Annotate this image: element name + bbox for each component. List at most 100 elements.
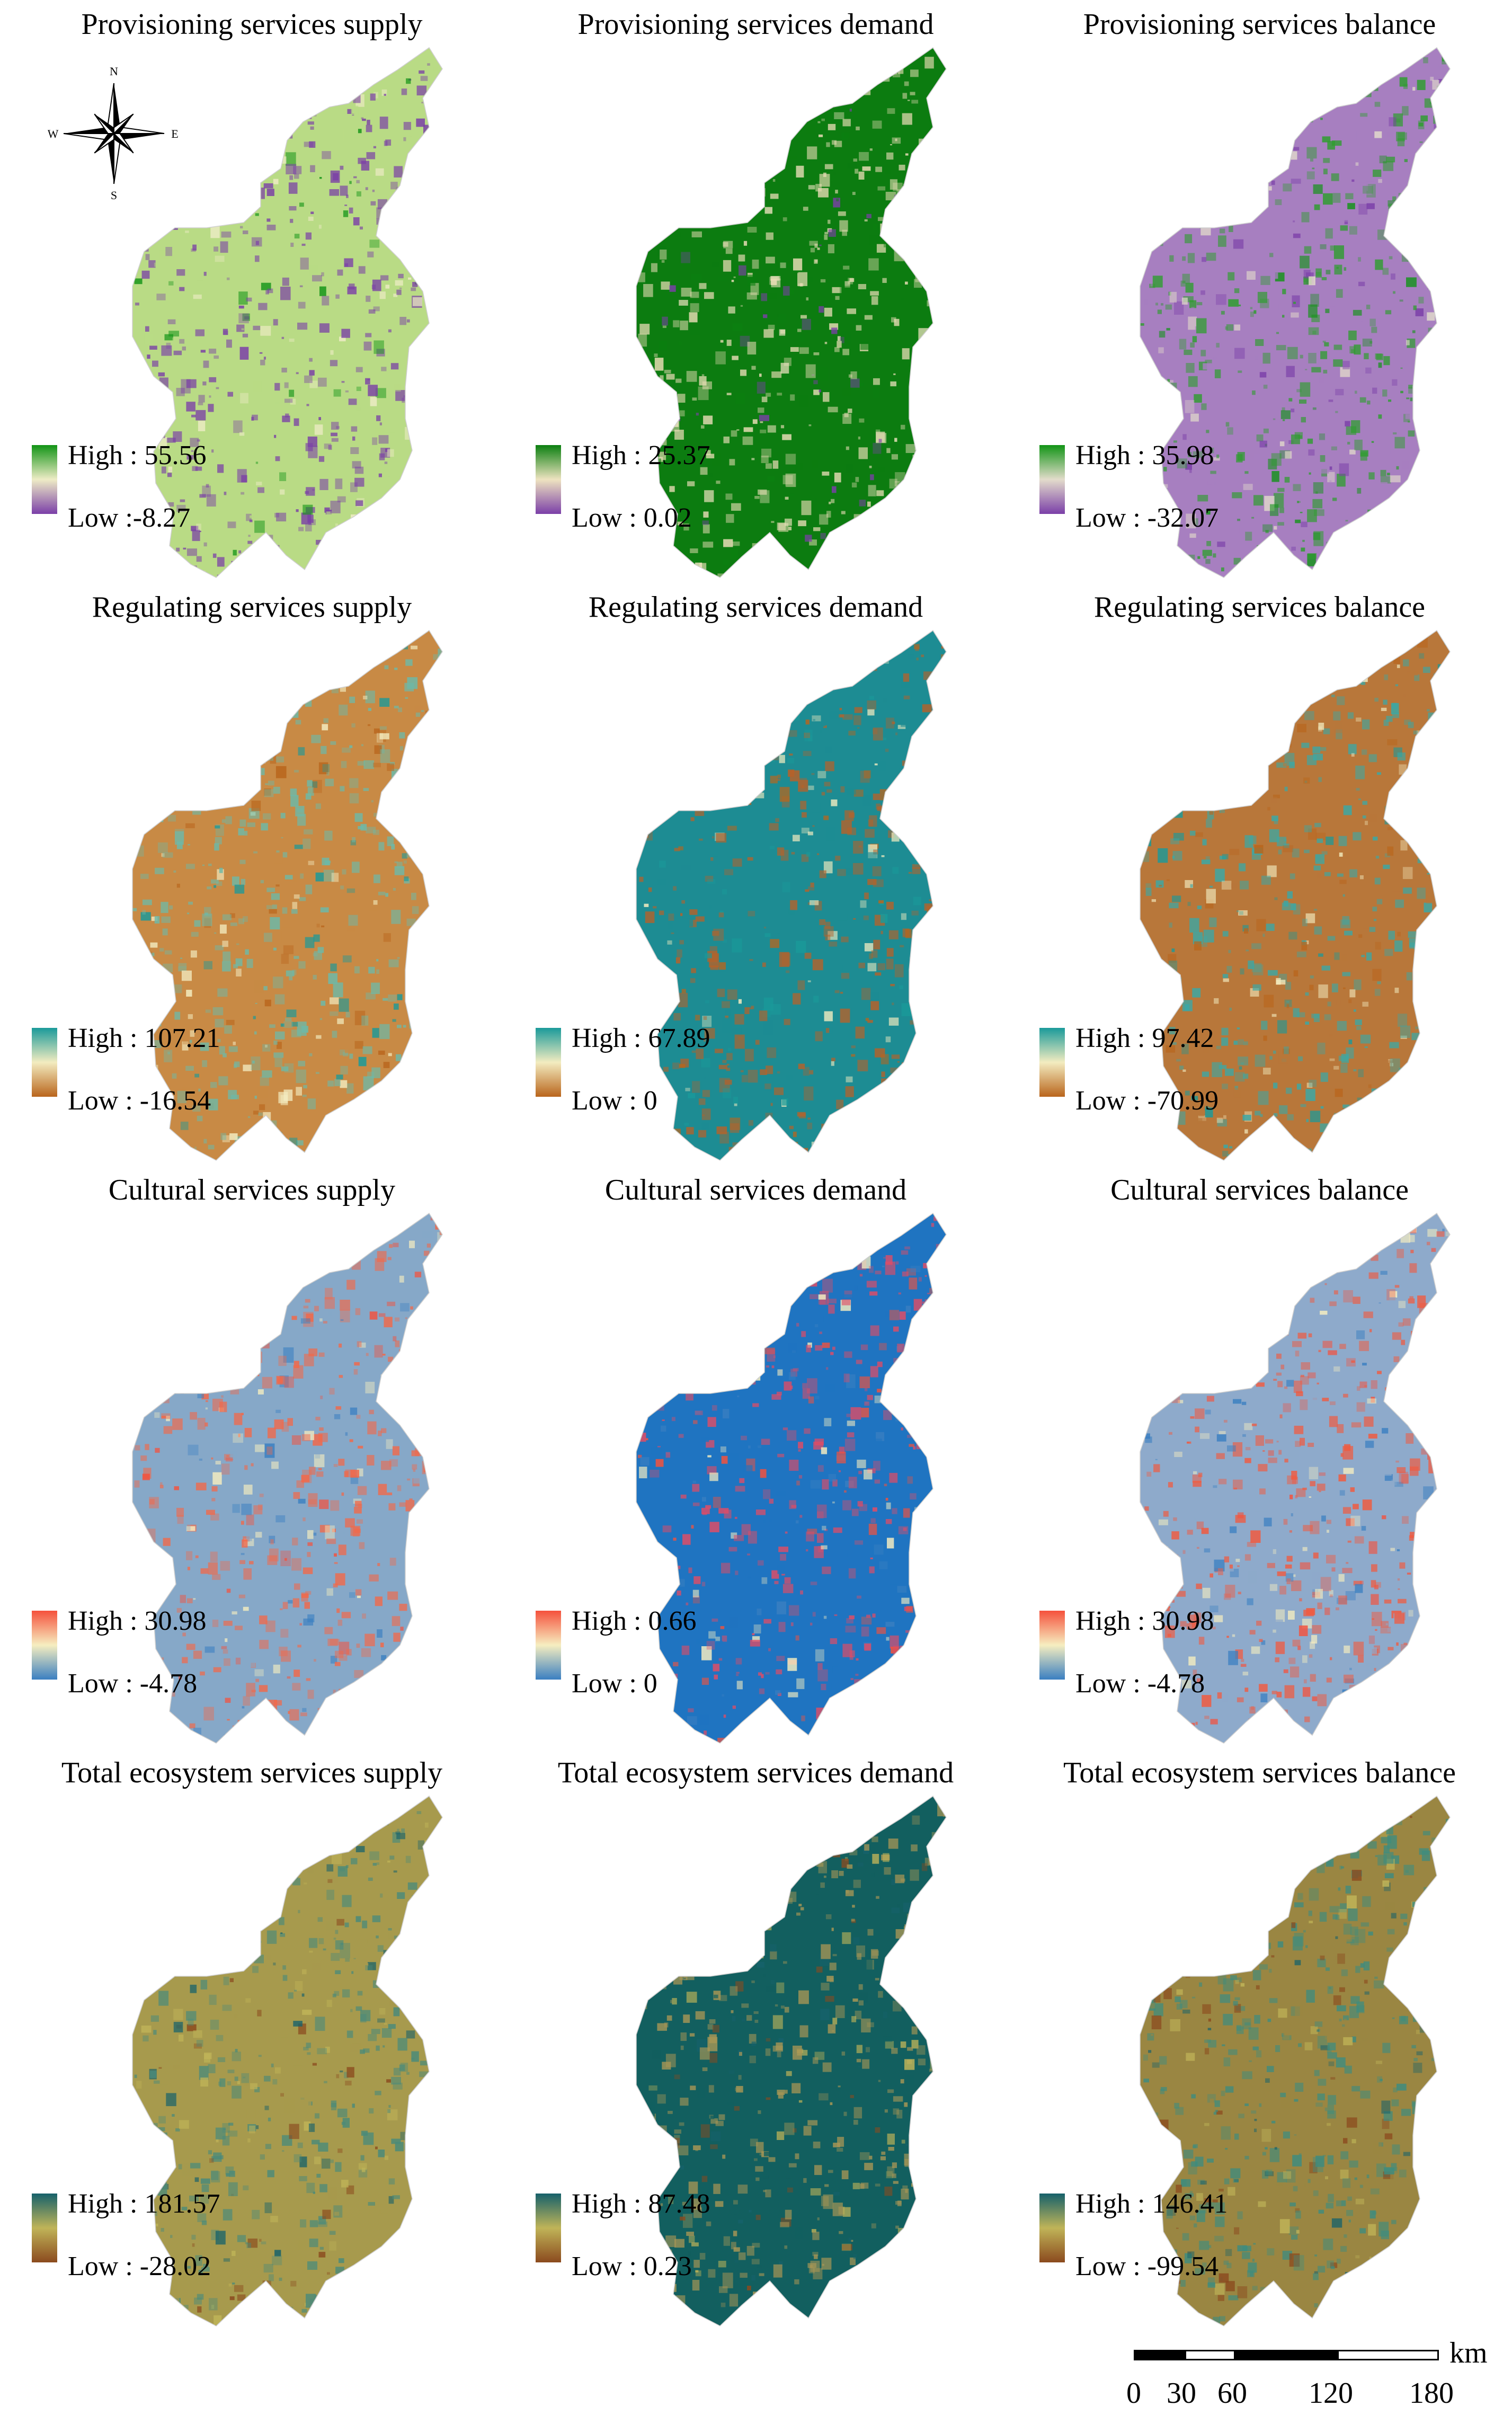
scale-segment-3 <box>1235 2350 1337 2360</box>
legend-high-label: High : 55.56 <box>68 440 207 470</box>
legend-low-label: Low : 0 <box>572 1668 657 1699</box>
legend-high-label: High : 30.98 <box>1075 1606 1214 1636</box>
map-panel: Total ecosystem services supply High : 18… <box>0 1748 504 2331</box>
legend-color-ramp <box>1039 1028 1065 1097</box>
region-map <box>636 47 947 578</box>
legend-high-label: High : 87.48 <box>572 2189 710 2219</box>
panel-title: Regulating services supply <box>92 591 412 624</box>
legend-color-ramp <box>1039 445 1065 514</box>
legend: High : 107.21 Low : -16.54 <box>32 1023 254 1116</box>
region-map <box>1140 1212 1451 1744</box>
compass-rose-icon: N S E W <box>48 65 179 202</box>
legend: High : 67.89 Low : 0 <box>536 1023 758 1116</box>
map-panel: Cultural services demand High : 0.66 Low :… <box>504 1166 1008 1748</box>
legend: High : 181.57 Low : -28.02 <box>32 2188 254 2281</box>
scale-segment-4 <box>1337 2350 1439 2360</box>
legend: High : 30.98 Low : -4.78 <box>1039 1605 1262 1699</box>
legend: High : 146.41 Low : -99.54 <box>1039 2188 1262 2281</box>
scale-tick-180: 180 <box>1409 2377 1454 2410</box>
legend: High : 25.37 Low : 0.02 <box>536 440 758 533</box>
legend-color-ramp <box>536 445 561 514</box>
legend-high-label: High : 0.66 <box>572 1606 697 1636</box>
legend-high-label: High : 146.41 <box>1075 2189 1228 2219</box>
legend: High : 55.56 Low :-8.27 <box>32 440 254 533</box>
legend-low-label: Low : -4.78 <box>1075 1668 1205 1699</box>
panel-title: Provisioning services supply <box>81 8 423 41</box>
legend-color-ramp <box>1039 2194 1065 2262</box>
legend-color-ramp <box>32 1028 57 1097</box>
panel-title: Provisioning services demand <box>577 8 934 41</box>
map-panel: Total ecosystem services balance High : 1… <box>1008 1748 1511 2331</box>
legend-low-label: Low : -16.54 <box>68 1086 211 1116</box>
compass-s-label: S <box>111 189 117 201</box>
map-panel: Cultural services supply High : 30.98 Low … <box>0 1166 504 1748</box>
compass-w-label: W <box>48 127 59 140</box>
legend: High : 30.98 Low : -4.78 <box>32 1605 254 1699</box>
panel-title: Cultural services supply <box>108 1174 396 1206</box>
panel-title: Cultural services demand <box>604 1174 907 1206</box>
legend: High : 87.48 Low : 0.23 <box>536 2188 758 2281</box>
region-map <box>636 629 947 1161</box>
region-map <box>1140 47 1451 578</box>
legend-color-ramp <box>1039 1611 1065 1680</box>
legend-low-label: Low : -99.54 <box>1075 2251 1219 2281</box>
map-panel: Total ecosystem services demand High : 87… <box>504 1748 1008 2331</box>
legend-high-label: High : 25.37 <box>572 440 710 470</box>
legend-color-ramp <box>536 1028 561 1097</box>
region-map <box>132 1212 443 1744</box>
region-map <box>132 47 443 578</box>
panel-title: Total ecosystem services demand <box>557 1756 954 1789</box>
panel-title: Total ecosystem services supply <box>61 1756 443 1789</box>
scale-tick-0: 0 <box>1126 2377 1141 2410</box>
scale-segment-2 <box>1185 2350 1235 2360</box>
map-panel: Regulating services supply High : 107.21 L… <box>0 583 504 1166</box>
panel-title: Cultural services balance <box>1110 1174 1409 1206</box>
legend-color-ramp <box>32 2194 57 2262</box>
legend-low-label: Low : 0 <box>572 1086 657 1116</box>
region-map <box>132 1795 443 2327</box>
region-map <box>1140 629 1451 1161</box>
map-panel: Provisioning services supply High : 55.56… <box>0 0 504 583</box>
panel-title: Provisioning services balance <box>1083 8 1436 41</box>
scale-tick-30: 30 <box>1167 2377 1196 2410</box>
legend-high-label: High : 181.57 <box>68 2189 220 2219</box>
legend: High : 35.98 Low : -32.07 <box>1039 440 1262 533</box>
legend-color-ramp <box>32 1611 57 1680</box>
scale-segment-1 <box>1134 2350 1185 2360</box>
legend-high-label: High : 107.21 <box>68 1023 220 1053</box>
map-panel: Regulating services demand High : 67.89 Lo… <box>504 583 1008 1166</box>
legend-color-ramp <box>536 2194 561 2262</box>
region-map <box>1140 1795 1451 2327</box>
legend-high-label: High : 30.98 <box>68 1606 207 1636</box>
compass-n-label: N <box>110 65 118 78</box>
legend: High : 0.66 Low : 0 <box>536 1605 758 1699</box>
legend-color-ramp <box>536 1611 561 1680</box>
region-map <box>132 629 443 1161</box>
region-map <box>636 1212 947 1744</box>
scale-unit: km <box>1449 2337 1488 2369</box>
scale-tick-120: 120 <box>1309 2377 1353 2410</box>
scale-tick-60: 60 <box>1217 2377 1247 2410</box>
panel-title: Total ecosystem services balance <box>1063 1756 1456 1789</box>
map-panel: Provisioning services demand High : 25.37… <box>504 0 1008 583</box>
legend-low-label: Low : -4.78 <box>68 1668 198 1699</box>
legend-high-label: High : 67.89 <box>572 1023 710 1053</box>
legend-low-label: Low : -28.02 <box>68 2251 211 2281</box>
legend-high-label: High : 97.42 <box>1075 1023 1214 1053</box>
north-arrow-compass: N S E W <box>48 64 180 202</box>
map-panel: Regulating services balance High : 97.42 L… <box>1008 583 1511 1166</box>
panel-title: Regulating services demand <box>588 591 923 624</box>
legend-low-label: Low :-8.27 <box>68 503 191 533</box>
legend-color-ramp <box>32 445 57 514</box>
legend-low-label: Low : 0.23 <box>572 2251 692 2281</box>
legend-low-label: Low : -70.99 <box>1075 1086 1219 1116</box>
legend-high-label: High : 35.98 <box>1075 440 1214 470</box>
panel-title: Regulating services balance <box>1093 591 1426 624</box>
legend: High : 97.42 Low : -70.99 <box>1039 1023 1262 1116</box>
map-panel: Provisioning services balance High : 35.9… <box>1008 0 1511 583</box>
legend-low-label: Low : -32.07 <box>1075 503 1219 533</box>
map-panel: Cultural services balance High : 30.98 Low… <box>1008 1166 1511 1748</box>
legend-low-label: Low : 0.02 <box>572 503 692 533</box>
region-map <box>636 1795 947 2327</box>
scale-bar: km 0 30 60 120 180 <box>1123 2337 1505 2429</box>
